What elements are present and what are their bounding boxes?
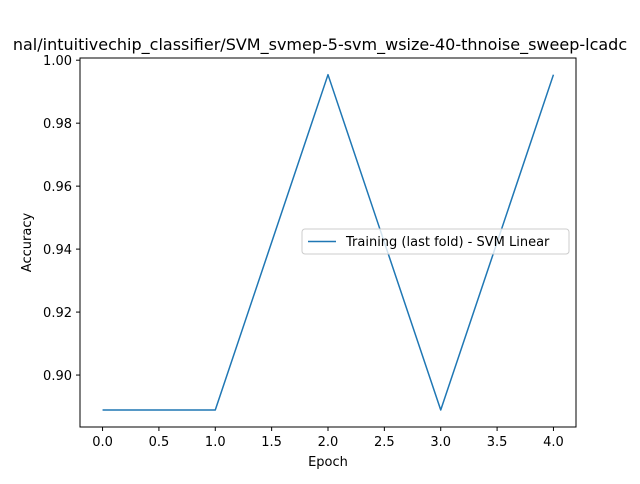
chart-title: nal/intuitivechip_classifier/SVM_svmep-5… xyxy=(13,35,627,55)
x-tick-label: 0.5 xyxy=(149,435,170,450)
x-tick-label: 2.0 xyxy=(318,435,339,450)
y-tick-label: 0.96 xyxy=(43,180,72,195)
y-tick-label: 1.00 xyxy=(43,54,72,69)
legend-box xyxy=(301,228,570,255)
y-tick-label: 0.90 xyxy=(43,369,72,384)
plot-area: 0.0 0.5 1.0 1.5 2.0 2.5 3.0 3.5 4.0 0.90 0.92 0.94… xyxy=(43,54,577,450)
x-tick-label: 1.5 xyxy=(261,435,282,450)
x-tick-label: 0.0 xyxy=(92,435,113,450)
x-tick-label: 2.5 xyxy=(374,435,395,450)
x-tick-label: 4.0 xyxy=(543,435,564,450)
x-axis-label: Epoch xyxy=(308,455,348,470)
y-tick-label: 0.92 xyxy=(43,306,72,321)
y-axis-label: Accuracy xyxy=(20,213,35,273)
x-tick-label: 1.0 xyxy=(205,435,226,450)
x-tick-label: 3.0 xyxy=(430,435,451,450)
x-axis: 0.0 0.5 1.0 1.5 2.0 2.5 3.0 3.5 4.0 xyxy=(92,427,564,450)
y-tick-label: 0.98 xyxy=(43,117,72,132)
y-axis: 0.90 0.92 0.94 0.96 0.98 1.00 xyxy=(43,54,80,384)
legend: Training (last fold) - SVM Linear xyxy=(301,228,570,255)
series-line-training xyxy=(102,73,555,411)
x-tick-label: 3.5 xyxy=(487,435,508,450)
legend-entry-label: Training (last fold) - SVM Linear xyxy=(345,235,550,250)
y-tick-label: 0.94 xyxy=(43,243,72,258)
series-layer xyxy=(102,73,555,411)
